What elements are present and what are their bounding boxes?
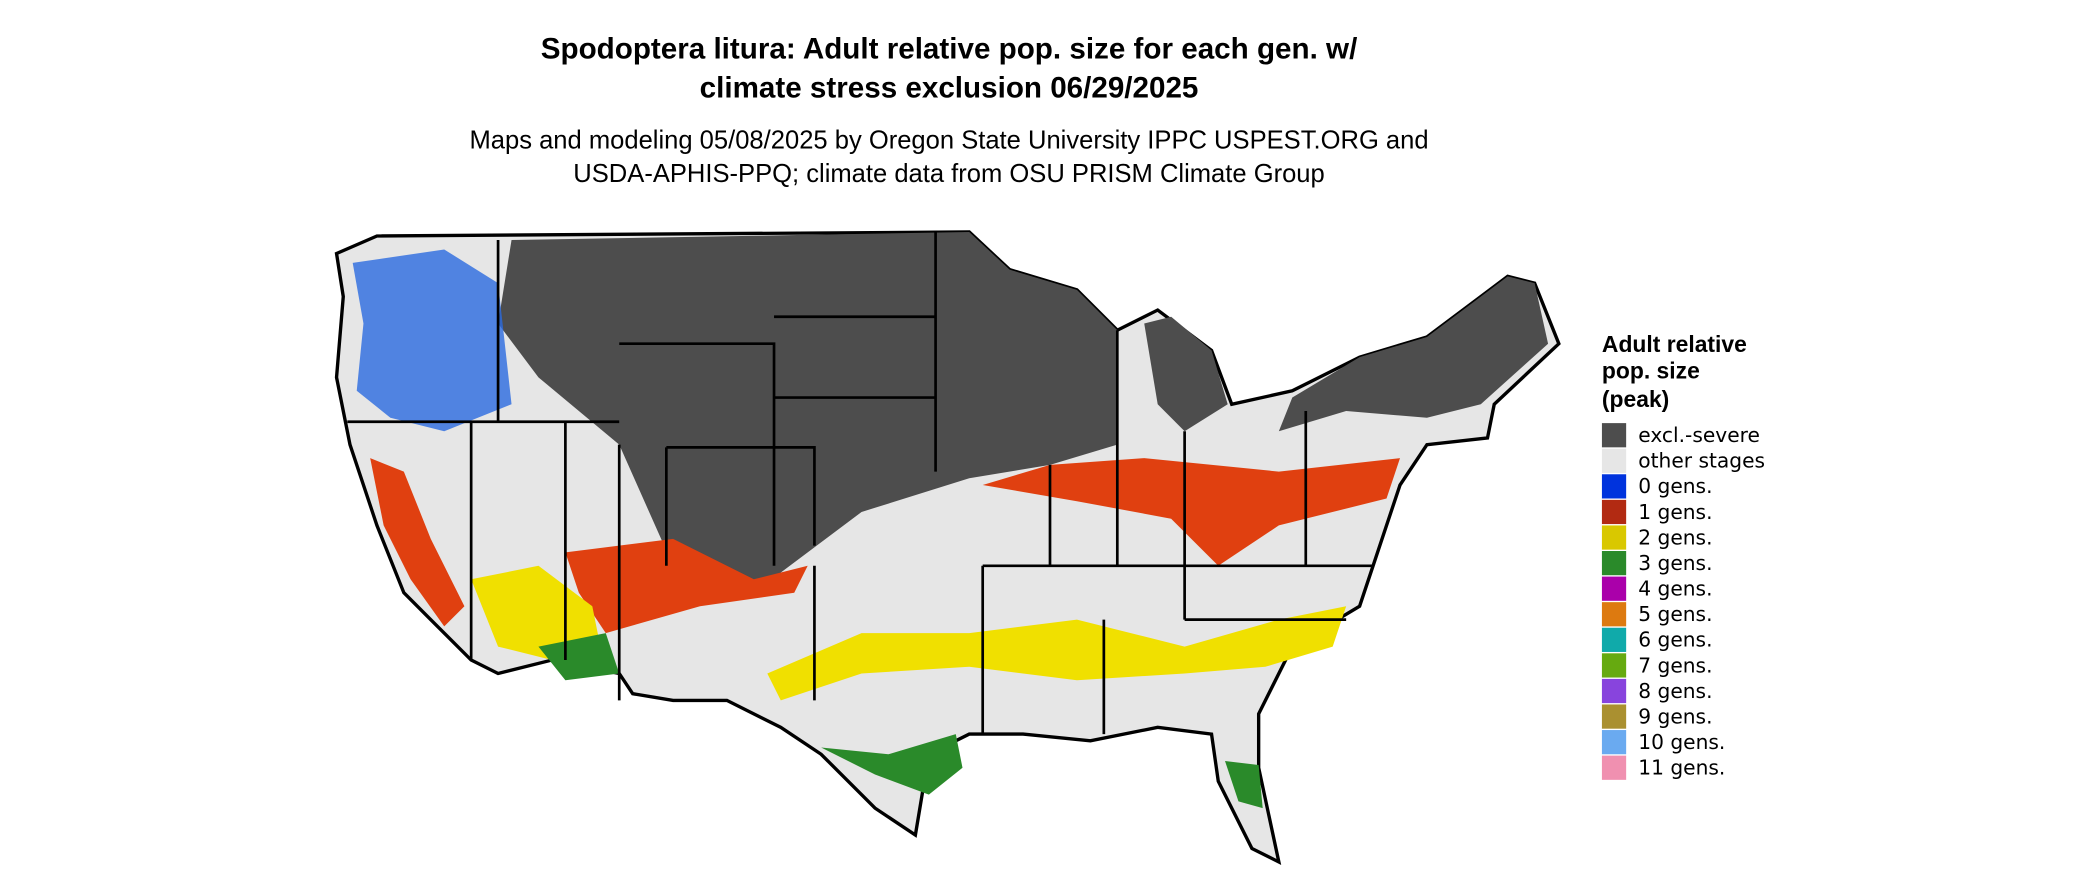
- subtitle: USDA-APHIS-PPQ; climate data from OSU PR…: [573, 160, 1324, 188]
- legend-label: 3 gens.: [1638, 551, 1712, 575]
- state-borders: [347, 231, 1374, 735]
- legend-swatch: [1601, 627, 1627, 652]
- legend-swatch: [1601, 602, 1627, 627]
- legend-label: other stages: [1638, 449, 1765, 473]
- legend-label: 2 gens.: [1638, 525, 1712, 549]
- zero-gen-region: [352, 249, 512, 432]
- one-gen-region: [565, 538, 808, 634]
- legend-title: (peak): [1602, 386, 1669, 412]
- legend-swatch: [1601, 704, 1627, 729]
- subtitle: Maps and modeling 05/08/2025 by Oregon S…: [469, 127, 1428, 155]
- legend-swatch: [1601, 474, 1627, 499]
- legend-label: 7 gens.: [1638, 653, 1712, 677]
- one-gen-region: [982, 458, 1400, 566]
- two-gen-region: [767, 606, 1347, 701]
- excluded-region: [498, 231, 1118, 593]
- legend-title: Adult relative: [1602, 331, 1747, 357]
- legend-swatch: [1601, 525, 1627, 550]
- legend-label: 5 gens.: [1638, 602, 1712, 626]
- legend-swatch: [1601, 576, 1627, 601]
- us-map: [334, 230, 1561, 866]
- legend-swatch: [1601, 448, 1627, 473]
- title: Spodoptera litura: Adult relative pop. s…: [541, 32, 1358, 65]
- three-gen-region: [1225, 761, 1263, 809]
- legend-label: 1 gens.: [1638, 500, 1712, 524]
- legend-label: 4 gens.: [1638, 577, 1712, 601]
- legend-label: 9 gens.: [1638, 704, 1712, 728]
- legend: Adult relative pop. size (peak) excl.-se…: [1601, 331, 1765, 780]
- legend-label: 0 gens.: [1638, 474, 1712, 498]
- title: climate stress exclusion 06/29/2025: [700, 71, 1199, 104]
- three-gen-region: [538, 633, 620, 681]
- legend-label: 10 gens.: [1638, 730, 1725, 754]
- excluded-region: [1278, 276, 1549, 432]
- legend-label: 6 gens.: [1638, 628, 1712, 652]
- excluded-region: [1144, 316, 1228, 432]
- legend-swatch: [1601, 499, 1627, 525]
- legend-label: 11 gens.: [1638, 756, 1725, 780]
- legend-swatch: [1601, 551, 1627, 576]
- three-gen-region: [821, 734, 963, 795]
- legend-swatch: [1601, 678, 1627, 704]
- legend-label: excl.-severe: [1638, 423, 1760, 447]
- legend-swatch: [1601, 755, 1627, 780]
- legend-title: pop. size: [1602, 358, 1700, 384]
- legend-swatch: [1601, 423, 1627, 448]
- legend-swatch: [1601, 653, 1627, 678]
- legend-swatch: [1601, 730, 1627, 755]
- legend-label: 8 gens.: [1638, 679, 1712, 703]
- one-gen-region: [370, 458, 465, 627]
